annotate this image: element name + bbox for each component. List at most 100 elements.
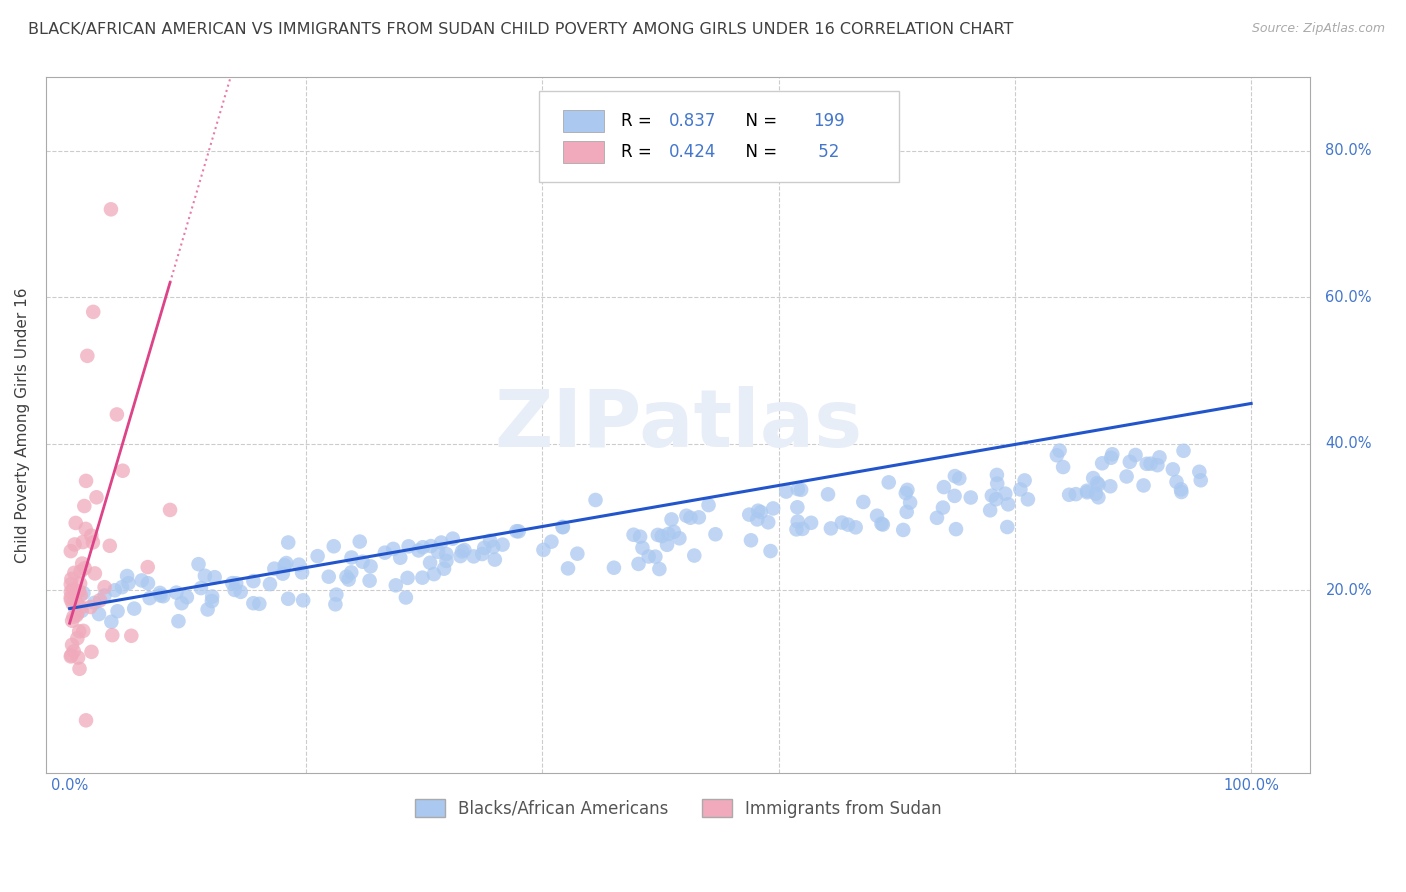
FancyBboxPatch shape <box>562 110 603 132</box>
Point <box>374 546 396 560</box>
Point <box>395 591 418 605</box>
Point <box>792 522 814 536</box>
Point <box>557 561 579 575</box>
Point <box>229 585 252 599</box>
Point <box>449 549 471 563</box>
Text: 199: 199 <box>813 112 845 130</box>
Point <box>204 570 226 584</box>
Point <box>242 596 264 610</box>
Point <box>508 524 530 539</box>
Point <box>668 531 690 545</box>
Point <box>756 516 779 530</box>
Point <box>441 532 464 546</box>
Point <box>662 524 685 539</box>
Point <box>932 500 955 515</box>
Point <box>786 482 808 496</box>
Point <box>759 544 782 558</box>
Point <box>628 530 651 544</box>
Point <box>360 559 382 574</box>
Point <box>688 510 710 524</box>
Point <box>925 511 948 525</box>
Point <box>551 520 574 534</box>
Text: ZIPatlas: ZIPatlas <box>494 386 862 465</box>
FancyBboxPatch shape <box>562 141 603 163</box>
Point <box>651 529 673 543</box>
Point <box>1085 476 1108 491</box>
Point <box>340 550 363 565</box>
Point <box>943 469 966 483</box>
Point <box>1099 450 1122 465</box>
Point <box>411 571 433 585</box>
Point <box>482 540 505 554</box>
Point <box>775 484 797 499</box>
Point <box>434 547 457 561</box>
Point <box>785 522 807 536</box>
Point <box>738 508 761 522</box>
Point <box>427 545 450 559</box>
Point <box>385 578 408 592</box>
Point <box>136 560 159 574</box>
Point <box>93 580 115 594</box>
Point <box>59 577 82 591</box>
Point <box>932 480 955 494</box>
Point <box>107 604 129 618</box>
Point <box>1136 457 1159 471</box>
Point <box>73 499 96 513</box>
Point <box>866 508 889 523</box>
Point <box>105 408 128 422</box>
Point <box>70 604 93 618</box>
Point <box>80 528 103 542</box>
Point <box>60 648 83 663</box>
Point <box>288 558 311 572</box>
Point <box>273 558 295 573</box>
Point <box>325 597 347 611</box>
Point <box>60 638 83 652</box>
Point <box>79 600 101 615</box>
Point <box>69 588 91 602</box>
Point <box>277 591 299 606</box>
Point <box>122 601 145 615</box>
Point <box>453 543 475 558</box>
Text: N =: N = <box>735 112 782 130</box>
Point <box>398 539 420 553</box>
Point <box>1084 487 1107 501</box>
Point <box>194 568 217 582</box>
Point <box>995 520 1018 534</box>
Point <box>100 615 122 629</box>
Point <box>1052 460 1074 475</box>
Text: 52: 52 <box>813 143 839 161</box>
Point <box>59 592 82 607</box>
FancyBboxPatch shape <box>538 91 900 182</box>
Point <box>896 505 918 519</box>
Text: 80.0%: 80.0% <box>1326 144 1372 158</box>
Point <box>845 520 868 534</box>
Point <box>704 527 727 541</box>
Point <box>197 602 219 616</box>
Point <box>307 549 329 563</box>
Point <box>1057 488 1080 502</box>
Point <box>72 624 94 638</box>
Point <box>63 566 86 580</box>
Point <box>60 614 83 628</box>
Point <box>86 490 108 504</box>
Point <box>75 714 97 728</box>
Point <box>335 569 357 583</box>
Point <box>82 535 104 549</box>
Point <box>247 597 270 611</box>
Point <box>276 556 298 570</box>
Point <box>67 624 90 639</box>
Point <box>1170 483 1192 497</box>
Point <box>111 464 134 478</box>
Point <box>800 516 823 530</box>
Point <box>484 552 506 566</box>
Point <box>533 542 555 557</box>
Point <box>1115 469 1137 483</box>
Point <box>89 593 111 607</box>
Point <box>70 557 93 571</box>
Y-axis label: Child Poverty Among Girls Under 16: Child Poverty Among Girls Under 16 <box>15 288 30 563</box>
Point <box>1087 477 1109 491</box>
Point <box>891 523 914 537</box>
Point <box>1101 447 1123 461</box>
Point <box>67 650 90 665</box>
Point <box>877 475 900 490</box>
